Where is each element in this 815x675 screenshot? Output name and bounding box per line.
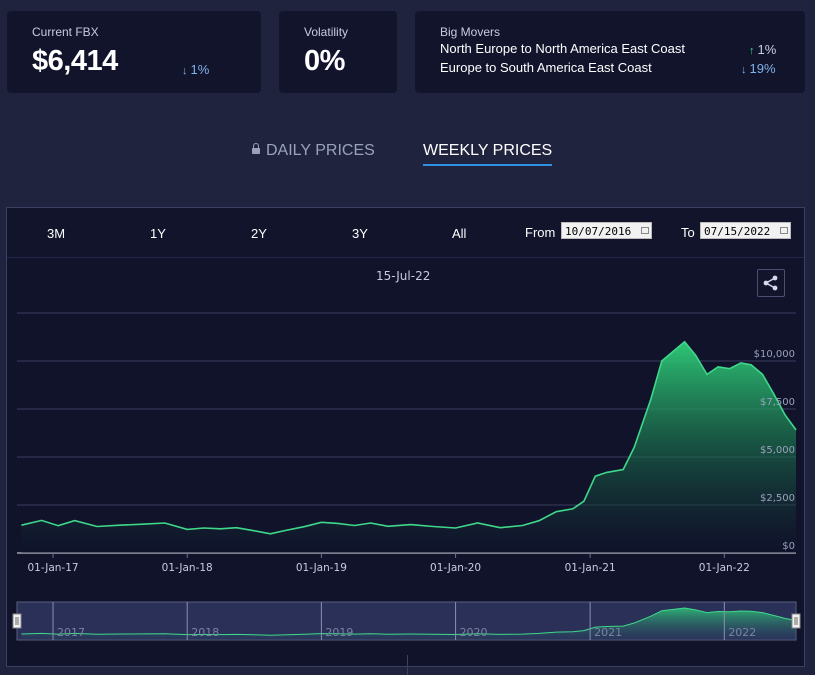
y-tick-label: $10,000 bbox=[754, 349, 795, 360]
range-2y-button[interactable]: 2Y bbox=[251, 226, 267, 241]
chart-panel: 3M 1Y 2Y 3Y All From 10/07/2016 To 07/15… bbox=[6, 207, 805, 675]
fbx-change-value: 1% bbox=[190, 62, 210, 77]
mover-name: Europe to South America East Coast bbox=[440, 60, 652, 75]
fbx-label: Current FBX bbox=[32, 25, 99, 39]
volatility-card: Volatility 0% bbox=[279, 11, 397, 93]
navigator-year-label: 2020 bbox=[460, 626, 488, 639]
volatility-label: Volatility bbox=[304, 25, 349, 39]
fbx-card: Current FBX $6,414 ↓ 1% bbox=[7, 11, 261, 93]
x-tick-label: 01-Jan-17 bbox=[27, 562, 78, 574]
navigator-year-label: 2019 bbox=[325, 626, 353, 639]
to-date-input[interactable]: 07/15/2022 bbox=[700, 222, 791, 239]
fbx-change: ↓ 1% bbox=[182, 62, 209, 77]
y-tick-label: $0 bbox=[782, 541, 795, 552]
mover-change: ↓ 19% bbox=[741, 61, 776, 76]
mover-change-value: 19% bbox=[749, 61, 776, 76]
x-tick-label: 01-Jan-19 bbox=[296, 562, 347, 574]
hover-date-label: 15-Jul-22 bbox=[376, 269, 431, 283]
y-tick-label: $7,500 bbox=[760, 397, 795, 408]
tab-daily-prices[interactable]: DAILY PRICES bbox=[252, 142, 375, 160]
from-date-input[interactable]: 10/07/2016 bbox=[561, 222, 652, 239]
handle-body bbox=[791, 613, 801, 629]
tab-daily-label: DAILY PRICES bbox=[266, 142, 375, 159]
volatility-value: 0% bbox=[304, 45, 345, 77]
y-tick-label: $2,500 bbox=[760, 493, 795, 504]
mover-change-value: 1% bbox=[757, 42, 777, 57]
calendar-icon[interactable] bbox=[641, 227, 649, 234]
calendar-icon[interactable] bbox=[780, 227, 788, 234]
tab-weekly-prices[interactable]: WEEKLY PRICES bbox=[423, 142, 553, 166]
panel-divider bbox=[407, 655, 408, 675]
price-line bbox=[21, 340, 797, 535]
tab-weekly-label: WEEKLY PRICES bbox=[423, 142, 553, 159]
arrow-down-icon: ↓ bbox=[182, 65, 188, 77]
y-tick-label: $5,000 bbox=[760, 445, 795, 456]
navigator-year-label: 2018 bbox=[191, 626, 219, 639]
navigator-year-label: 2021 bbox=[594, 626, 622, 639]
share-button[interactable] bbox=[757, 269, 785, 297]
navigator-left-handle[interactable] bbox=[12, 613, 22, 629]
chart-toolbar: 3M 1Y 2Y 3Y All From 10/07/2016 To 07/15… bbox=[7, 208, 804, 258]
to-date-value: 07/15/2022 bbox=[704, 225, 771, 238]
big-movers-card: Big Movers North Europe to North America… bbox=[415, 11, 805, 93]
handle-body bbox=[12, 613, 22, 629]
price-chart[interactable]: $0 $2,500 $5,000 $7,500 $10,000 01-Jan-17 01-… bbox=[7, 258, 804, 653]
from-label: From bbox=[525, 225, 556, 240]
range-1y-button[interactable]: 1Y bbox=[150, 226, 166, 241]
lock-icon bbox=[252, 143, 260, 154]
range-3y-button[interactable]: 3Y bbox=[352, 226, 368, 241]
x-tick-label: 01-Jan-20 bbox=[430, 562, 481, 574]
x-tick-label: 01-Jan-18 bbox=[162, 562, 213, 574]
arrow-up-icon: ↑ bbox=[749, 45, 755, 57]
mover-name: North Europe to North America East Coast bbox=[440, 41, 685, 56]
fbx-value: $6,414 bbox=[32, 45, 118, 77]
active-tab-underline bbox=[423, 164, 553, 166]
to-label: To bbox=[681, 225, 695, 240]
big-movers-label: Big Movers bbox=[440, 25, 501, 39]
navigator-right-handle[interactable] bbox=[791, 613, 801, 629]
range-all-button[interactable]: All bbox=[452, 226, 467, 241]
mover-change: ↑ 1% bbox=[749, 42, 776, 57]
arrow-down-icon: ↓ bbox=[741, 64, 747, 76]
from-date-value: 10/07/2016 bbox=[565, 225, 632, 238]
navigator-area bbox=[21, 608, 796, 640]
range-3m-button[interactable]: 3M bbox=[47, 226, 66, 241]
navigator-year-label: 2017 bbox=[57, 626, 85, 639]
price-area bbox=[21, 341, 796, 553]
x-tick-label: 01-Jan-21 bbox=[565, 562, 616, 574]
x-tick-label: 01-Jan-22 bbox=[699, 562, 750, 574]
navigator-year-label: 2022 bbox=[728, 626, 756, 639]
share-icon bbox=[763, 275, 778, 291]
